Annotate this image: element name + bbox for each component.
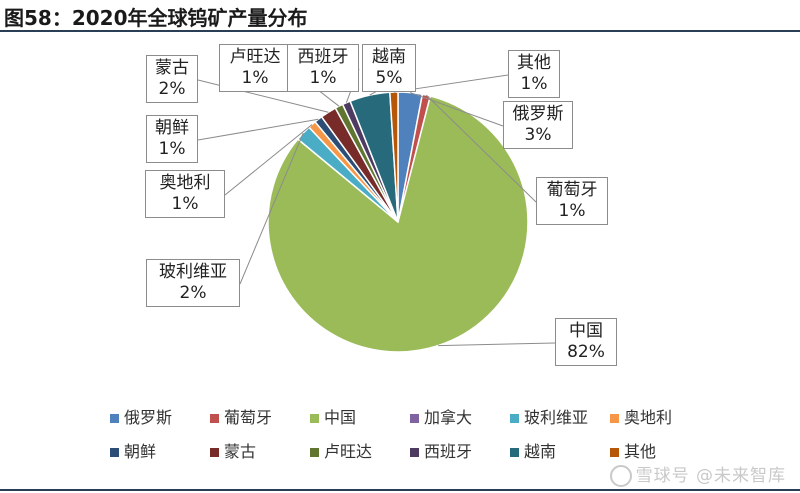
legend-swatch [510,414,519,423]
watermark-text: 雪球号 @未来智库 [635,466,786,486]
bottom-rule [0,489,800,491]
legend-item: 蒙古 [210,438,256,462]
legend-item: 葡萄牙 [210,404,272,428]
data-label-0: 俄罗斯 3% [503,101,573,149]
legend-label: 俄罗斯 [124,408,173,427]
data-label-9: 西班牙 1% [287,44,359,92]
data-label-value: 2% [158,79,186,99]
data-label-name: 俄罗斯 [512,104,564,124]
legend-label: 朝鲜 [124,442,157,461]
data-label-name: 蒙古 [155,58,189,78]
data-label-value: 5% [375,68,403,88]
data-label-name: 越南 [372,47,406,67]
title-bar: 图58：2020年全球钨矿产量分布 [0,0,800,30]
legend-item: 加拿大 [410,404,472,428]
legend-label: 其他 [624,442,657,461]
legend-swatch [310,448,319,457]
legend-swatch [610,414,619,423]
data-label-name: 玻利维亚 [159,262,227,282]
legend-swatch [110,414,119,423]
legend-item: 俄罗斯 [110,404,172,428]
data-label-2: 中国 82% [555,318,617,366]
legend-swatch [610,448,619,457]
legend-label: 中国 [324,408,357,427]
legend-label: 卢旺达 [324,442,373,461]
leader-line-0 [410,92,504,127]
data-label-value: 1% [241,68,269,88]
legend-swatch [410,414,419,423]
legend-item: 玻利维亚 [510,404,588,428]
legend-swatch [410,448,419,457]
legend-item: 西班牙 [410,438,472,462]
data-label-8: 卢旺达 1% [219,44,291,92]
data-label-name: 葡萄牙 [546,180,598,200]
data-label-5: 奥地利 1% [145,170,225,218]
legend-label: 葡萄牙 [224,408,273,427]
data-label-value: 1% [558,201,586,221]
chart-title: 图58：2020年全球钨矿产量分布 [4,6,308,30]
legend-label: 越南 [524,442,557,461]
legend-swatch [210,414,219,423]
data-label-11: 其他 1% [508,50,560,98]
data-label-value: 2% [179,283,207,303]
watermark: 雪球号 @未来智库 [609,461,786,487]
data-label-value: 1% [309,68,337,88]
legend-label: 西班牙 [424,442,473,461]
legend-swatch [210,448,219,457]
data-label-value: 1% [158,139,186,159]
data-label-value: 82% [567,342,605,362]
leader-line-1 [426,94,537,203]
data-label-value: 1% [171,194,199,214]
data-label-name: 西班牙 [297,47,349,67]
legend-item: 朝鲜 [110,438,156,462]
data-label-name: 奥地利 [159,173,211,193]
pie-slice-11 [389,91,399,223]
data-label-name: 中国 [569,321,603,341]
data-label-4: 玻利维亚 2% [146,259,240,307]
title-rule [0,30,800,32]
leader-line-5 [224,124,313,196]
legend-item: 奥地利 [610,404,672,428]
data-label-name: 朝鲜 [155,118,189,138]
data-label-name: 卢旺达 [229,47,281,67]
data-label-value: 1% [520,74,548,94]
data-label-10: 越南 5% [362,44,416,92]
legend-item: 其他 [610,438,656,462]
legend-label: 玻利维亚 [524,408,589,427]
data-label-1: 葡萄牙 1% [536,177,608,225]
data-label-value: 3% [524,125,552,145]
leader-line-4 [239,132,304,285]
legend-swatch [510,448,519,457]
legend-label: 蒙古 [224,442,257,461]
data-label-7: 蒙古 2% [146,55,198,103]
legend-swatch [110,448,119,457]
legend-label: 奥地利 [624,408,673,427]
pie-slice-2 [267,95,529,353]
data-label-6: 朝鲜 1% [146,115,198,163]
legend-label: 加拿大 [424,408,473,427]
legend-item: 越南 [510,438,556,462]
snowball-logo-icon [609,465,632,487]
legend-swatch [310,414,319,423]
legend-item: 卢旺达 [310,438,372,462]
data-label-name: 其他 [517,53,551,73]
leader-line-2 [438,342,556,347]
legend-item: 中国 [310,404,356,428]
leader-line-6 [197,118,319,141]
